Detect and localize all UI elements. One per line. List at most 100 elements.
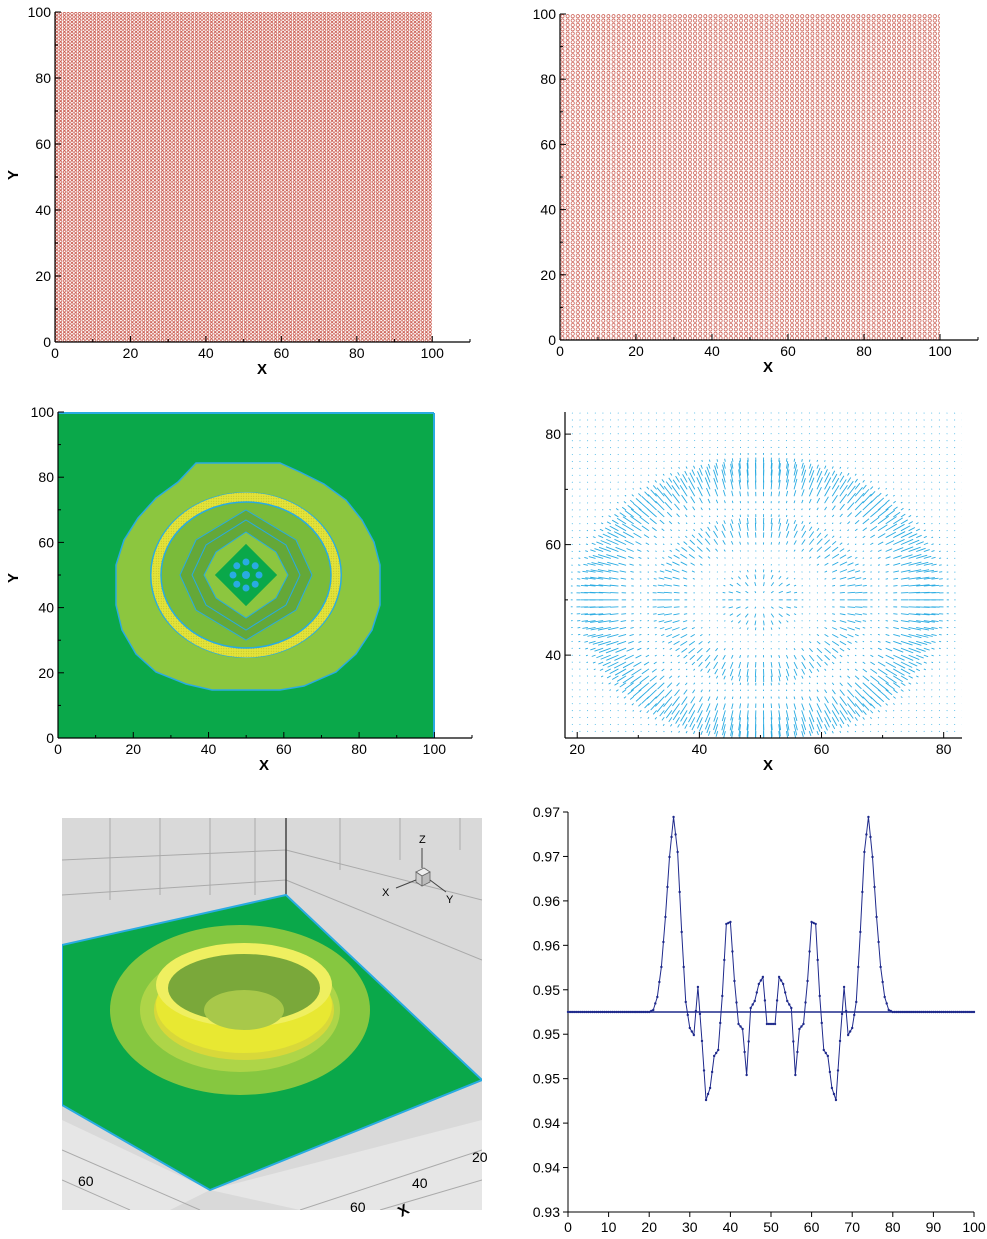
vector-arrow (839, 554, 847, 559)
vector-arrow (639, 675, 650, 684)
vector-arrow (778, 582, 783, 587)
profile-point (625, 1010, 629, 1014)
vector-arrow (793, 591, 798, 594)
vector-arrow (778, 717, 782, 731)
vector-arrow (685, 529, 688, 532)
vector-arrow (682, 474, 688, 483)
vector-arrow (862, 627, 866, 629)
profile-point (660, 965, 663, 969)
vector-arrow (654, 627, 657, 629)
vector-arrow (681, 547, 688, 552)
vector-arrow (770, 661, 773, 668)
vector-arrow (923, 542, 929, 546)
vector-arrow (639, 516, 650, 525)
vector-arrow (801, 478, 806, 490)
y-tick-label: 0.97 (533, 848, 560, 864)
vector-arrow (893, 668, 905, 676)
vector-arrow (893, 675, 903, 683)
vector-arrow (961, 419, 962, 421)
vector-arrow (683, 505, 688, 511)
vector-arrow (870, 495, 879, 504)
vector-arrow (713, 717, 719, 731)
vector-arrow (571, 440, 573, 442)
vector-arrow (704, 654, 711, 662)
vector-arrow (609, 525, 619, 532)
vector-arrow (801, 717, 807, 731)
vector-arrow (847, 696, 856, 707)
vector-arrow (870, 710, 874, 714)
vector-arrow (916, 613, 930, 616)
vector-arrow (770, 469, 773, 483)
vector-arrow (693, 682, 696, 685)
vector-arrow (647, 682, 657, 691)
vector-arrow (831, 675, 834, 678)
vector-arrow (707, 498, 711, 504)
vector-arrow (915, 460, 918, 463)
vector-arrow (731, 703, 734, 710)
vector-arrow (816, 668, 820, 672)
vector-arrow (824, 562, 829, 566)
vector-arrow (770, 462, 773, 476)
vector-arrow (900, 710, 902, 712)
vector-arrow (808, 488, 814, 497)
vector-arrow (676, 682, 680, 687)
vector-arrow (738, 724, 742, 737)
profile-point (897, 1010, 901, 1014)
vector-arrow (847, 633, 854, 638)
profile-point (603, 1010, 606, 1014)
vector-arrow (801, 696, 804, 700)
vector-arrow (730, 540, 734, 545)
vector-arrow (708, 689, 711, 692)
y-tick-label: 0.96 (533, 893, 560, 909)
vector-arrow (591, 562, 604, 566)
vector-arrow (635, 654, 642, 659)
vector-arrow (700, 571, 703, 573)
vector-arrow (954, 447, 956, 449)
vector-arrow (646, 689, 657, 700)
vector-arrow (609, 723, 612, 726)
vector-arrow (938, 447, 940, 449)
vector-arrow (640, 481, 642, 483)
profile-point (599, 1010, 602, 1014)
vector-arrow (616, 675, 627, 682)
wall-gridlines (62, 818, 482, 1210)
vector-arrow (602, 460, 604, 463)
profile-point (928, 1010, 931, 1014)
profile-point (767, 1022, 771, 1026)
vector-arrow (885, 494, 888, 497)
vector-arrow (847, 584, 856, 587)
vector-arrow (854, 627, 861, 630)
vector-arrow (587, 433, 589, 435)
vector-arrow (862, 696, 872, 706)
profile-point (710, 1070, 714, 1074)
vector-arrow (586, 467, 589, 469)
vector-arrow (680, 710, 688, 722)
vector-arrow (728, 591, 734, 594)
profile-point (885, 1002, 888, 1005)
vector-arrow (877, 723, 879, 726)
vector-arrow (584, 613, 596, 616)
vector-arrow (793, 530, 798, 538)
vector-arrow (706, 466, 711, 476)
vector-arrow (684, 682, 688, 686)
vector-arrow (616, 501, 619, 504)
profile-point (851, 1026, 854, 1030)
profile-point (832, 1092, 836, 1096)
vector-arrow (839, 661, 842, 664)
vector-arrow (670, 529, 673, 532)
vector-arrow (657, 613, 665, 616)
vector-arrow (688, 647, 696, 654)
profile-point (777, 975, 781, 979)
vector-arrow (678, 536, 680, 539)
vector-arrow (893, 640, 902, 645)
vector-arrow (624, 703, 627, 705)
vector-arrow (854, 519, 860, 525)
vector-arrow (607, 532, 619, 539)
vector-arrow (916, 569, 930, 573)
vector-arrow (586, 460, 589, 463)
surface-tick-bottom-2: 40 (412, 1175, 428, 1191)
y-axis-label: Y (5, 170, 22, 180)
vector-arrow (915, 730, 918, 732)
vector-arrow (923, 562, 933, 566)
